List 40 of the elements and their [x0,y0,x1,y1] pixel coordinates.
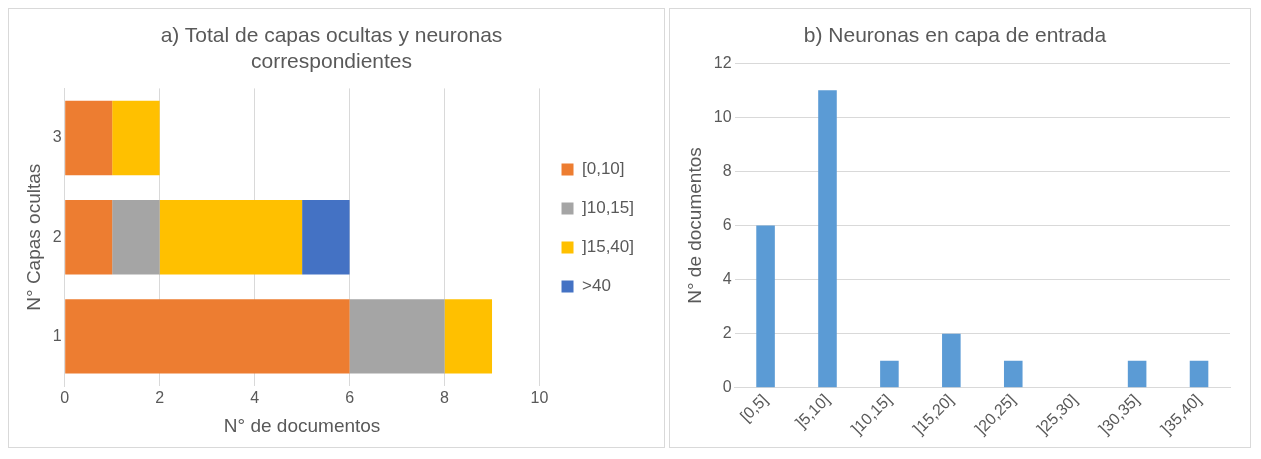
y-tick-label: 6 [722,215,732,233]
legend-label: [0,10] [582,159,625,179]
bar [302,200,350,275]
y-tick-label: 10 [713,107,732,125]
y-tick-label: 2 [722,324,732,342]
x-tick-label: 4 [250,389,260,407]
bar [112,200,160,275]
bar [65,299,350,374]
bar [65,100,113,176]
x-tick-label: 6 [345,389,355,407]
bar [1189,360,1209,388]
y-tick-label: 3 [52,128,62,146]
x-tick-label: 8 [440,389,450,407]
bar [818,90,837,388]
bar [1127,360,1147,388]
y-axis-title: N° de documentos [683,147,705,304]
chart-title: a) Total de capas ocultas y neuronas correspondientes [160,23,503,72]
bar [112,100,160,176]
bar [880,360,899,388]
bar [1003,360,1023,388]
y-tick-label: 8 [722,161,732,179]
x-tick-label: 2 [155,389,165,407]
legend-label: ]10,15] [582,198,635,218]
x-tick-label: 10 [530,389,549,407]
bar [349,299,445,374]
bar [65,200,113,275]
y-tick-label: 1 [52,326,62,344]
y-tick-label: 0 [722,378,732,396]
y-tick-label: 12 [713,53,732,71]
bar [756,225,775,388]
bar [444,299,493,374]
y-tick-label: 4 [722,270,732,288]
y-axis-title: N° Capas ocultas [22,163,44,311]
x-axis-title: N° de documentos [223,414,381,436]
legend-label: >40 [582,276,611,296]
legend-label: ]15,40] [582,237,635,257]
chart-title: b) Neuronas en capa de entrada [803,23,1107,47]
bar [159,200,303,275]
y-tick-label: 2 [52,227,62,245]
bar [942,333,961,388]
